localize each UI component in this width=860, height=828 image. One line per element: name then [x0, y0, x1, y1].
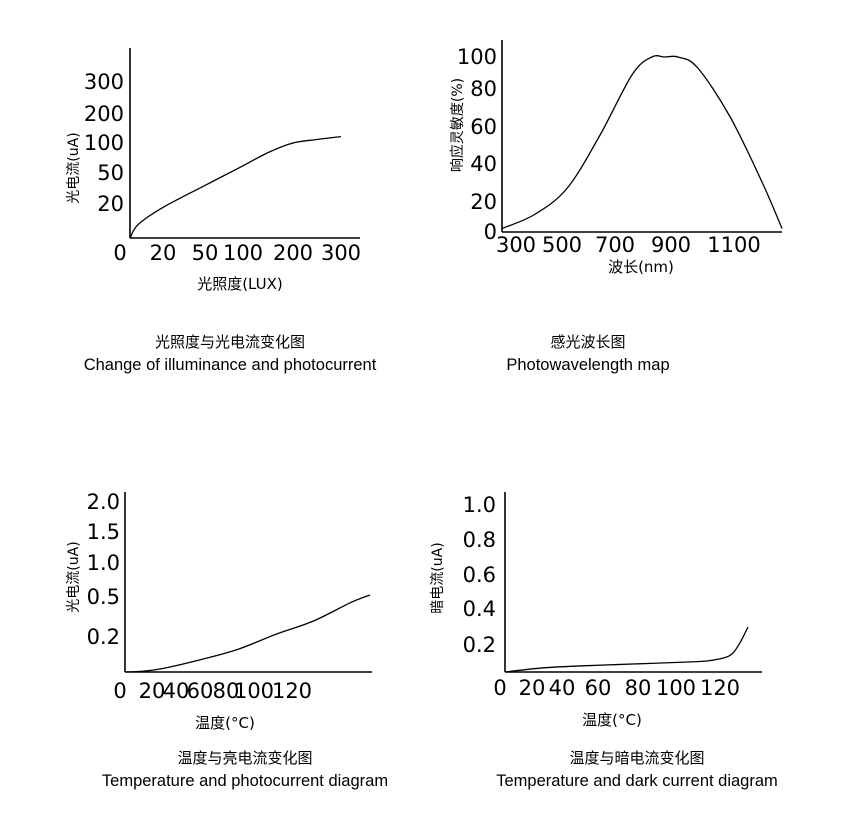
x-tick-label: 20	[139, 679, 166, 703]
x-tick-label: 900	[651, 233, 691, 257]
series-line	[501, 55, 783, 230]
x-tick-label: 300	[496, 233, 536, 257]
chart-title: 温度与暗电流变化图	[569, 749, 704, 767]
chart-illuminance: 0 20 50 100 200 3002050100200300光电流(uA)光照度(LU…	[66, 48, 377, 374]
x-tick-label: 20	[150, 241, 177, 265]
y-tick-label: 0	[484, 220, 497, 244]
y-tick-label: 0.4	[463, 597, 496, 621]
y-axis-title: 响应灵敏度(%)	[449, 78, 466, 172]
x-tick-label: 0	[493, 676, 506, 700]
x-axis-title: 光照度(LUX)	[197, 275, 283, 293]
x-tick-label: 60	[187, 679, 214, 703]
x-tick-label: 300	[321, 241, 361, 265]
y-tick-label: 100	[457, 45, 497, 69]
y-tick-label: 0.2	[463, 633, 496, 657]
x-axis-title: 温度(°C)	[195, 714, 255, 732]
x-tick-label: 20	[519, 676, 546, 700]
chart-subtitle: Temperature and dark current diagram	[496, 772, 778, 790]
x-tick-label: 60	[585, 676, 612, 700]
x-tick-label: 120	[272, 679, 312, 703]
y-tick-label: 0.6	[463, 563, 496, 587]
y-axis-title: 光电流(uA)	[66, 132, 82, 203]
y-tick-label: 20	[470, 190, 497, 214]
x-tick-label: 120	[700, 676, 740, 700]
chart-temp-dark: 0 20 40 60 80 100 120 0.2 0.4 0.6 0.8 1.0 暗电流(uA) 温度(…	[430, 492, 778, 790]
x-axis-title: 波长(nm)	[608, 258, 674, 276]
y-tick-label: 0.5	[87, 585, 120, 609]
y-tick-label: 1.0	[463, 493, 496, 517]
x-tick-label: 50	[192, 241, 219, 265]
y-tick-label: 0.2	[87, 625, 120, 649]
y-tick-label: 2.0	[87, 490, 120, 514]
x-tick-label: 500	[542, 233, 582, 257]
x-tick-label: 200	[273, 241, 313, 265]
x-tick-label: 0	[113, 679, 126, 703]
y-axis-title: 暗电流(uA)	[430, 542, 446, 613]
x-tick-label: 100	[234, 679, 274, 703]
y-tick-label: 80	[470, 77, 497, 101]
x-tick-label: 700	[595, 233, 635, 257]
y-tick-label: 40	[470, 152, 497, 176]
y-tick-label: 0.8	[463, 528, 496, 552]
x-tick-label: 100	[223, 241, 263, 265]
x-tick-label: 1100	[707, 233, 760, 257]
y-tick-label: 300	[84, 70, 124, 94]
chart-title: 光照度与光电流变化图	[155, 333, 305, 351]
chart-title: 感光波长图	[550, 333, 625, 351]
x-tick-label: 40	[549, 676, 576, 700]
series-line	[129, 135, 342, 239]
y-tick-label: 1.0	[87, 551, 120, 575]
y-tick-label: 60	[470, 115, 497, 139]
chart-wavelength: 300 500 700 900 1100 0 20 40 60 80 100 响应灵敏度(%) 波长(n…	[449, 40, 783, 374]
x-tick-label: 0	[113, 241, 126, 265]
y-tick-label: 50	[97, 161, 124, 185]
series-line	[124, 594, 371, 673]
chart-subtitle: Change of illuminance and photocurrent	[84, 356, 377, 374]
y-tick-label: 100	[84, 131, 124, 155]
x-tick-label: 40	[163, 679, 190, 703]
y-tick-label: 20	[97, 192, 124, 216]
x-tick-label: 80	[625, 676, 652, 700]
chart-subtitle: Temperature and photocurrent diagram	[102, 772, 388, 790]
x-tick-label: 80	[213, 679, 240, 703]
chart-title: 温度与亮电流变化图	[177, 749, 312, 767]
series-line	[504, 626, 749, 673]
chart-subtitle: Photowavelength map	[506, 356, 669, 374]
x-tick-label: 100	[656, 676, 696, 700]
y-tick-label: 200	[84, 102, 124, 126]
y-tick-label: 1.5	[87, 520, 120, 544]
y-axis-title: 光电流(uA)	[66, 541, 82, 612]
x-axis-title: 温度(°C)	[582, 711, 642, 729]
